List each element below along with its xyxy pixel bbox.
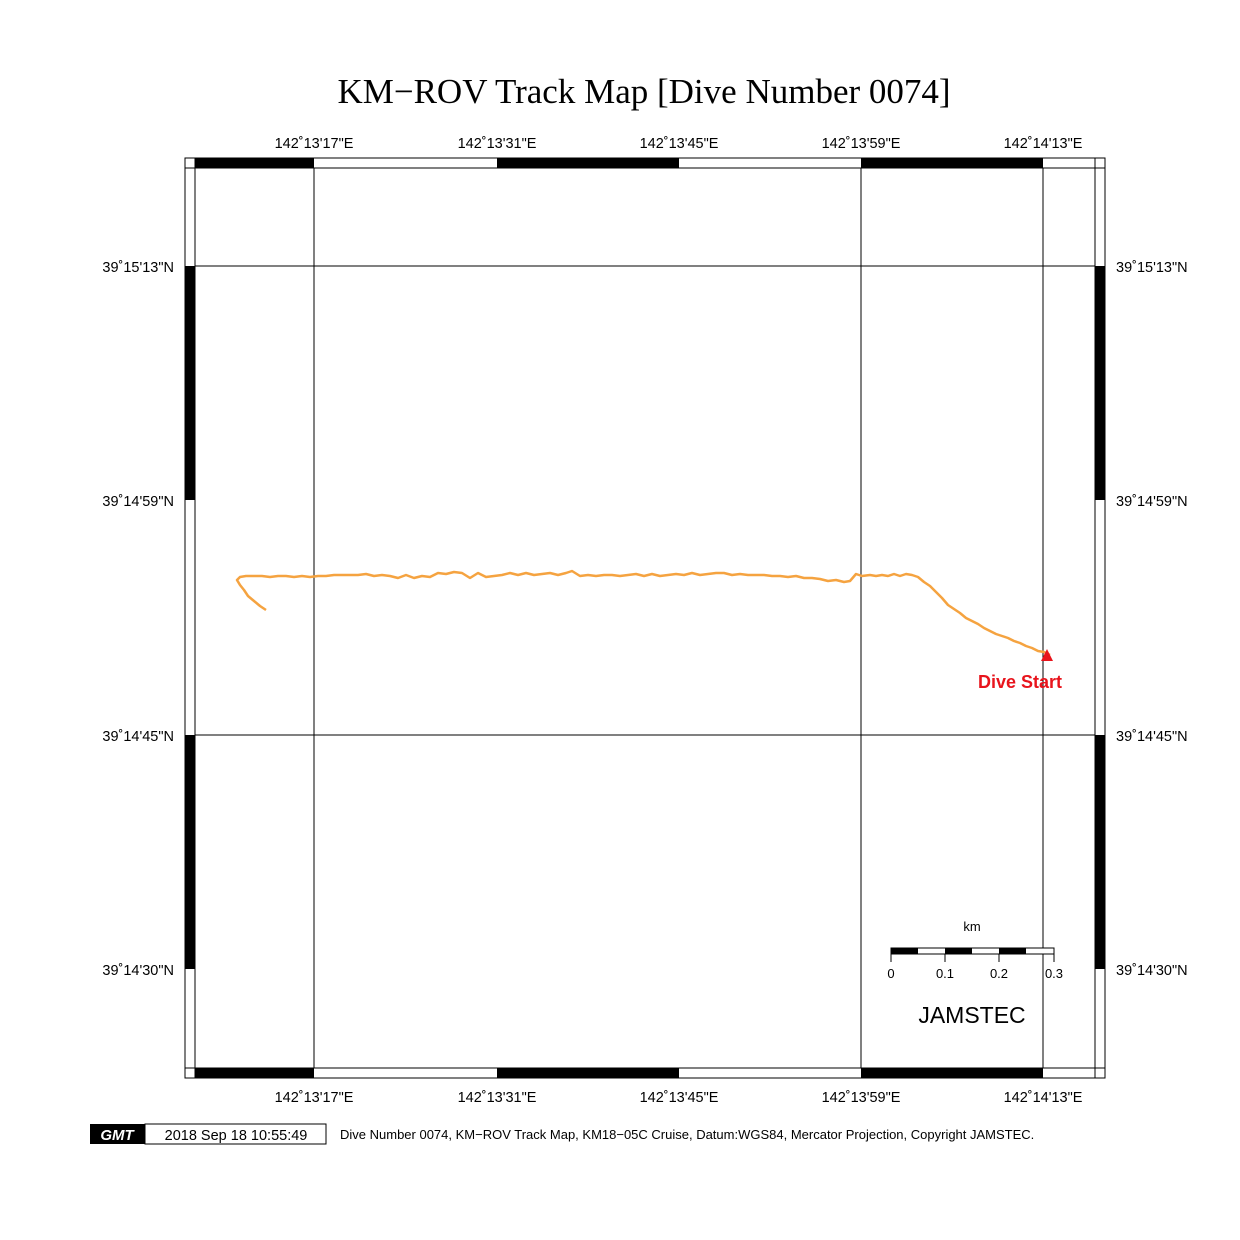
bottom-label-2: 142˚13'31"E bbox=[458, 1090, 537, 1106]
bottom-label-1: 142˚13'17"E bbox=[275, 1090, 354, 1106]
rov-track-line bbox=[235, 569, 1051, 657]
left-label-3: 39˚14'45"N bbox=[102, 729, 174, 745]
footer-caption: Dive Number 0074, KM−ROV Track Map, KM18… bbox=[340, 1127, 1034, 1142]
left-label-4: 39˚14'30"N bbox=[102, 963, 174, 979]
top-label-4: 142˚13'59"E bbox=[822, 136, 901, 152]
top-axis-labels: 142˚13'17"E 142˚13'31"E 142˚13'45"E 142˚… bbox=[275, 136, 1083, 152]
scale-unit: km bbox=[963, 919, 980, 934]
right-label-1: 39˚15'13"N bbox=[1116, 260, 1188, 276]
footer: GMT 2018 Sep 18 10:55:49 Dive Number 007… bbox=[90, 1123, 1034, 1145]
right-label-4: 39˚14'30"N bbox=[1116, 963, 1188, 979]
right-label-3: 39˚14'45"N bbox=[1116, 729, 1188, 745]
top-label-5: 142˚14'13"E bbox=[1004, 136, 1083, 152]
bottom-label-4: 142˚13'59"E bbox=[822, 1090, 901, 1106]
dive-start-marker bbox=[1041, 649, 1053, 661]
left-label-2: 39˚14'59"N bbox=[102, 494, 174, 510]
right-label-2: 39˚14'59"N bbox=[1116, 494, 1188, 510]
map-frame bbox=[184, 157, 1106, 1079]
map-title: KM−ROV Track Map [Dive Number 0074] bbox=[337, 72, 950, 111]
organization-label: JAMSTEC bbox=[918, 1002, 1025, 1028]
graticule bbox=[195, 168, 1095, 1068]
rov-track: Dive Start bbox=[235, 569, 1062, 692]
gmt-logo bbox=[90, 1124, 145, 1144]
bottom-label-3: 142˚13'45"E bbox=[640, 1090, 719, 1106]
distance-scale-bar: km 0 0.1 0.2 0.3 bbox=[887, 919, 1063, 981]
top-label-2: 142˚13'31"E bbox=[458, 136, 537, 152]
right-axis-labels: 39˚15'13"N 39˚14'59"N 39˚14'45"N 39˚14'3… bbox=[1116, 260, 1188, 979]
scale-tick-3: 0.3 bbox=[1045, 966, 1063, 981]
bottom-label-5: 142˚14'13"E bbox=[1004, 1090, 1083, 1106]
gmt-logo-text: GMT bbox=[100, 1127, 135, 1144]
top-label-3: 142˚13'45"E bbox=[640, 136, 719, 152]
left-label-1: 39˚15'13"N bbox=[102, 260, 174, 276]
top-label-1: 142˚13'17"E bbox=[275, 136, 354, 152]
dive-start-label: Dive Start bbox=[978, 672, 1062, 692]
scale-tick-1: 0.1 bbox=[936, 966, 954, 981]
scale-tick-0: 0 bbox=[887, 966, 894, 981]
footer-timestamp: 2018 Sep 18 10:55:49 bbox=[165, 1128, 308, 1144]
bottom-axis-labels: 142˚13'17"E 142˚13'31"E 142˚13'45"E 142˚… bbox=[275, 1090, 1083, 1106]
left-axis-labels: 39˚15'13"N 39˚14'59"N 39˚14'45"N 39˚14'3… bbox=[102, 260, 174, 979]
scale-tick-2: 0.2 bbox=[990, 966, 1008, 981]
